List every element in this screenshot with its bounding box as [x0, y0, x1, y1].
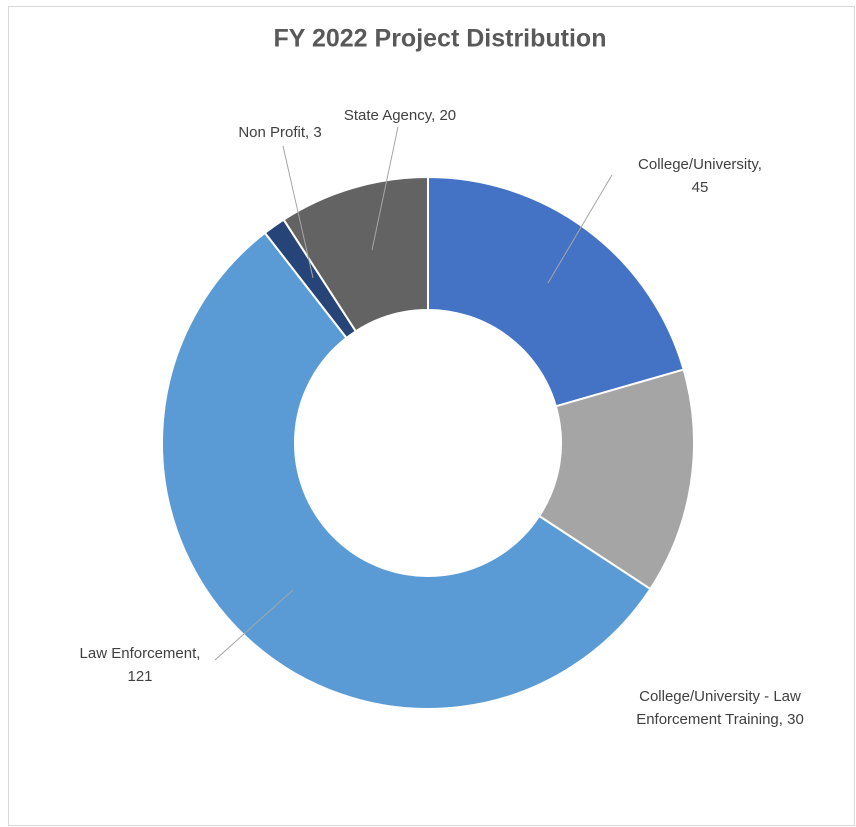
data-label: College/University, 45: [638, 156, 762, 196]
leader-line: [371, 126, 399, 251]
data-label: Law Enforcement, 121: [80, 645, 201, 685]
data-label: State Agency, 20: [344, 107, 456, 124]
leader-line: [282, 145, 314, 279]
donut-slice: [161, 231, 652, 710]
data-label: Non Profit, 3: [238, 124, 321, 141]
data-label: College/University - Law Enforcement Trai…: [636, 688, 804, 728]
leader-line: [547, 174, 613, 284]
donut-slice: [282, 175, 429, 333]
leader-line: [214, 589, 294, 661]
donut-slice: [427, 175, 685, 408]
donut-slice: [537, 368, 695, 591]
chart-title: FY 2022 Project Distribution: [274, 25, 607, 53]
